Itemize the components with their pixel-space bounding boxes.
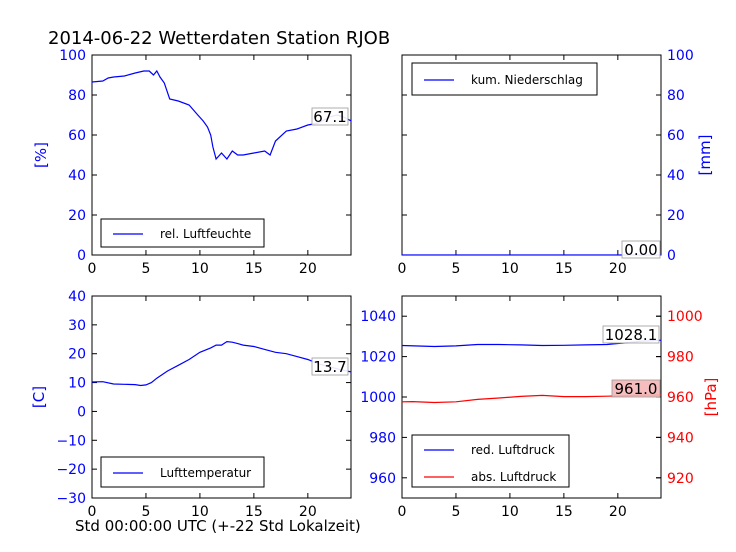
legend-box (411, 62, 598, 96)
legend-label: red. Luftdruck (471, 443, 555, 457)
y-tick-label: 40 (667, 168, 685, 184)
y-tick-label: 0 (667, 248, 676, 264)
y-tick-label: 20 (68, 347, 86, 363)
chart-humidity: 0 5 10 15 20 0 20 40 60 80 100 [%] 67.1 rel. Luftfeuc… (32, 48, 352, 277)
x-tick-label: 20 (299, 504, 317, 520)
y-tick-label: −20 (56, 462, 86, 478)
x-tick-label: 15 (245, 261, 263, 277)
chart-precip: 0 5 10 15 20 0 20 40 60 80 100 [mm] 0.00 kum. Nieders… (398, 48, 714, 277)
y-tick-label: 80 (68, 88, 86, 104)
x-tick-label: 0 (88, 261, 97, 277)
value-annotation: 0.00 (624, 241, 657, 259)
y-tick-label: 80 (667, 88, 685, 104)
y-tick-label: 1000 (360, 390, 396, 406)
legend-box (100, 456, 265, 488)
x-tick-label: 10 (501, 261, 519, 277)
x-tick-label: 5 (141, 504, 150, 520)
chart-pressure: 0 5 10 15 20 960 980 1000 1020 1040 920 940 960 980 10… (360, 295, 720, 520)
plot-frame (91, 295, 352, 499)
x-tick-label: 15 (245, 504, 263, 520)
value-annotation-box (311, 107, 349, 126)
legend-label: kum. Niederschlag (471, 73, 583, 87)
y-tick-label: 60 (667, 128, 685, 144)
value-annotation-box (311, 357, 349, 376)
value-annotation-box (611, 379, 661, 398)
x-tick-label: 0 (398, 504, 407, 520)
y-axis-label: [C] (30, 386, 48, 408)
value-annotation: 67.1 (313, 108, 346, 126)
y-tick-label: 1020 (360, 350, 396, 366)
legend-label: Lufttemperatur (160, 466, 251, 480)
x-tick-label: 5 (451, 504, 460, 520)
y-axis-label: [%] (32, 142, 50, 168)
y-right-tick-label: 960 (667, 390, 694, 406)
x-tick-label: 20 (299, 261, 317, 277)
x-tick-label: 10 (191, 504, 209, 520)
series-line-0 (92, 340, 351, 387)
legend-label: rel. Luftfeuchte (160, 227, 251, 241)
series-line-0 (92, 69, 351, 161)
x-tick-label: 0 (88, 504, 97, 520)
plot-frame (91, 54, 352, 256)
y-axis-label: [mm] (696, 135, 714, 176)
x-tick-label: 0 (398, 261, 407, 277)
y-tick-label: 1040 (360, 309, 396, 325)
x-tick-label: 5 (451, 261, 460, 277)
x-tick-label: 15 (555, 261, 573, 277)
y-tick-label: −10 (56, 433, 86, 449)
y-tick-label: 20 (667, 208, 685, 224)
y-right-tick-label: 920 (667, 471, 694, 487)
y-tick-label: 0 (77, 404, 86, 420)
y-tick-label: 20 (68, 208, 86, 224)
y-right-tick-label: 940 (667, 430, 694, 446)
x-tick-label: 10 (501, 504, 519, 520)
value-annotation: 961.0 (615, 380, 658, 398)
figure-title: 2014-06-22 Wetterdaten Station RJOB (48, 28, 390, 49)
x-tick-label: 20 (609, 261, 627, 277)
value-annotation-box (602, 325, 660, 344)
y-tick-label: 0 (77, 248, 86, 264)
y-tick-label: −30 (56, 491, 86, 507)
y-right-tick-label: 980 (667, 350, 694, 366)
value-annotation-box (621, 240, 661, 259)
x-tick-label: 15 (555, 504, 573, 520)
x-tick-label: 5 (141, 261, 150, 277)
legend-box (411, 434, 570, 488)
y-axis-label: [hPa] (702, 378, 720, 417)
x-axis-label: Std 00:00:00 UTC (+-22 Std Lokalzeit) (75, 517, 361, 535)
chart-temperature: 0 5 10 15 20 −30 −20 −10 0 10 20 30 40 [C] 13.7 Lufttem… (30, 289, 352, 520)
y-tick-label: 40 (68, 168, 86, 184)
legend-label: abs. Luftdruck (471, 470, 556, 484)
value-annotation: 13.7 (313, 358, 346, 376)
y-tick-label: 100 (59, 48, 86, 64)
y-tick-label: 960 (369, 471, 396, 487)
x-tick-label: 10 (191, 261, 209, 277)
y-tick-label: 980 (369, 430, 396, 446)
y-tick-label: 10 (68, 376, 86, 392)
value-annotation: 1028.1 (605, 326, 658, 344)
y-tick-label: 100 (667, 48, 694, 64)
legend-box (100, 218, 265, 248)
y-tick-label: 30 (68, 318, 86, 334)
y-right-tick-label: 1000 (667, 309, 703, 325)
y-tick-label: 60 (68, 128, 86, 144)
x-tick-label: 20 (609, 504, 627, 520)
y-tick-label: 40 (68, 289, 86, 305)
